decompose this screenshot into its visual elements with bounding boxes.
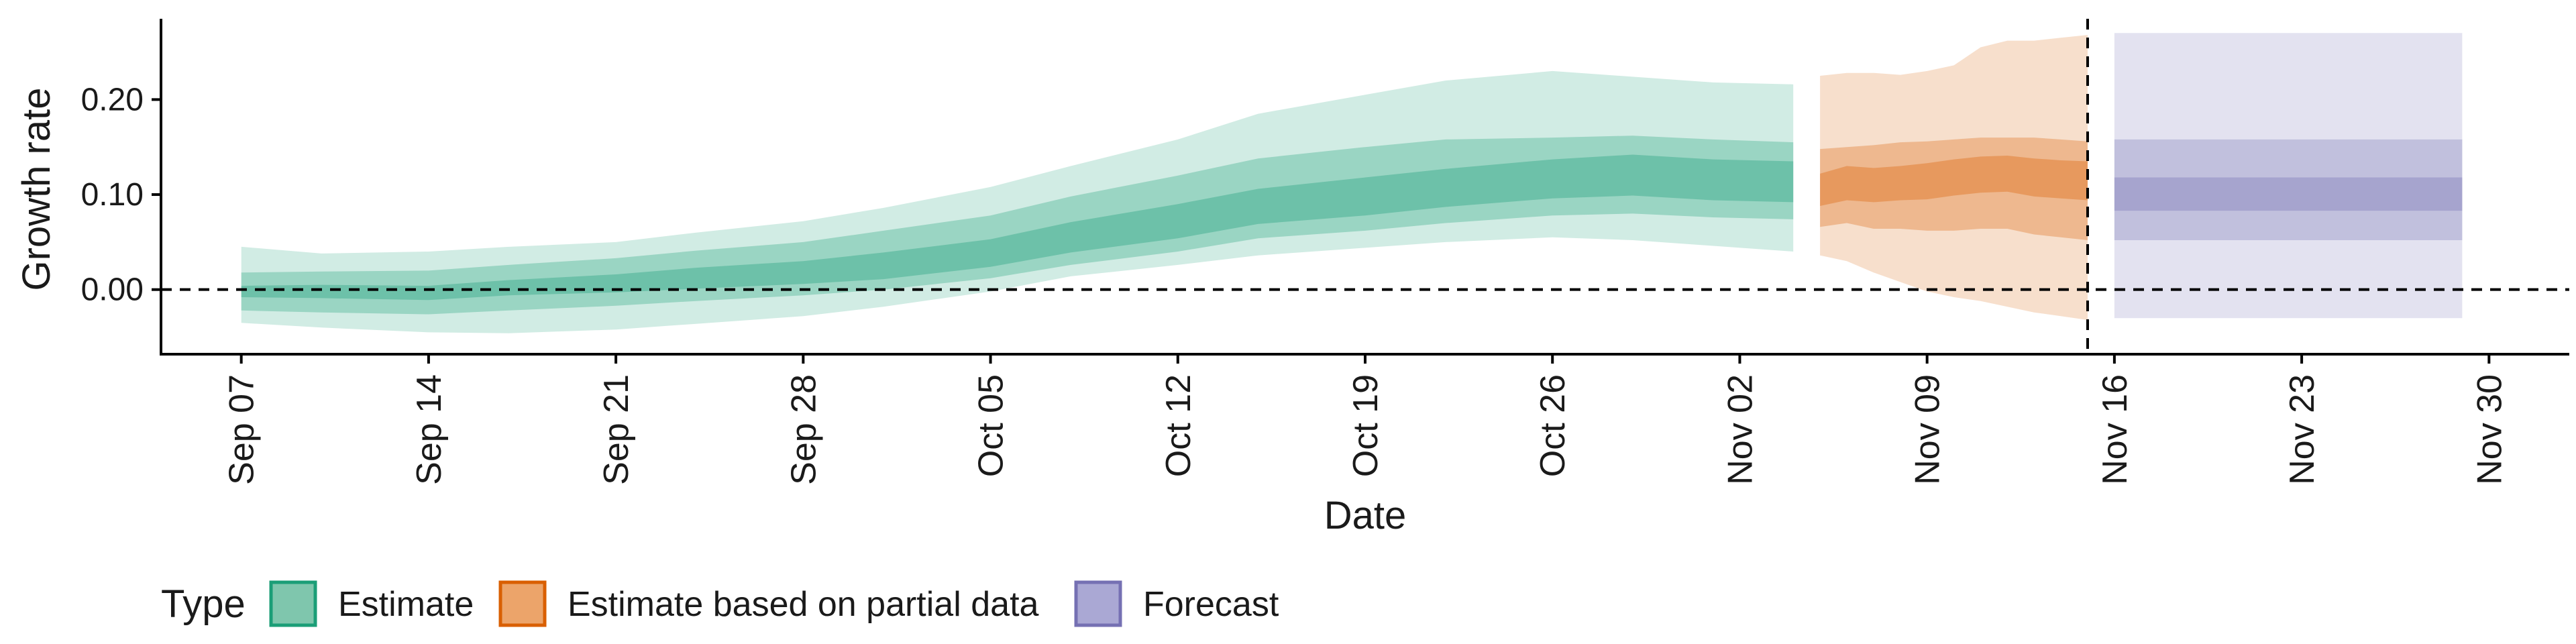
x-tick-label: Sep 14 bbox=[410, 374, 449, 485]
y-tick-label: 0.00 bbox=[81, 272, 144, 308]
y-tick-label: 0.10 bbox=[81, 177, 144, 213]
legend-label: Estimate based on partial data bbox=[568, 585, 1039, 624]
estimate-inner-band bbox=[241, 154, 1794, 301]
x-tick-label: Nov 30 bbox=[2470, 374, 2509, 485]
legend-swatch bbox=[1074, 580, 1122, 627]
legend: Type Estimate Estimate based on partial d… bbox=[161, 580, 1279, 627]
x-tick-label: Sep 28 bbox=[784, 374, 823, 485]
legend-swatch bbox=[498, 580, 547, 627]
legend-label: Forecast bbox=[1143, 585, 1279, 624]
x-tick-label: Oct 19 bbox=[1346, 374, 1385, 477]
y-axis-title: Growth rate bbox=[15, 88, 58, 291]
x-axis-title: Date bbox=[1324, 494, 1407, 537]
x-tick-label: Nov 16 bbox=[2096, 374, 2135, 485]
forecast-outer-band bbox=[2114, 33, 2463, 319]
estimate-mid-band bbox=[241, 136, 1794, 315]
estimate-based-on-partial-data-outer-band bbox=[1820, 35, 2088, 320]
x-tick-label: Oct 05 bbox=[972, 374, 1011, 477]
x-tick-label: Oct 12 bbox=[1159, 374, 1198, 477]
forecast-inner-band bbox=[2114, 177, 2463, 211]
x-tick-label: Sep 21 bbox=[597, 374, 636, 485]
x-tick-label: Nov 02 bbox=[1721, 374, 1760, 485]
estimate-outer-band bbox=[241, 70, 1794, 333]
estimate-based-on-partial-data-inner-band bbox=[1820, 156, 2088, 206]
x-tick-label: Oct 26 bbox=[1534, 374, 1572, 477]
tick-labels: 0.00 0.10 0.20 Sep 07 Sep 14 Sep 21 Sep 28 Oct … bbox=[81, 82, 2510, 484]
reference-lines bbox=[161, 19, 2569, 354]
x-tick-label: Nov 23 bbox=[2283, 374, 2322, 485]
legend-label: Estimate bbox=[338, 585, 474, 624]
legend-title: Type bbox=[161, 582, 246, 626]
estimate-based-on-partial-data-mid-band bbox=[1820, 138, 2088, 240]
legend-swatch bbox=[269, 580, 317, 627]
x-tick-label: Nov 09 bbox=[1909, 374, 1947, 485]
x-tick-label: Sep 07 bbox=[223, 374, 262, 485]
forecast-mid-band bbox=[2114, 139, 2463, 240]
bands-layer bbox=[241, 33, 2463, 333]
y-tick-label: 0.20 bbox=[81, 82, 144, 117]
